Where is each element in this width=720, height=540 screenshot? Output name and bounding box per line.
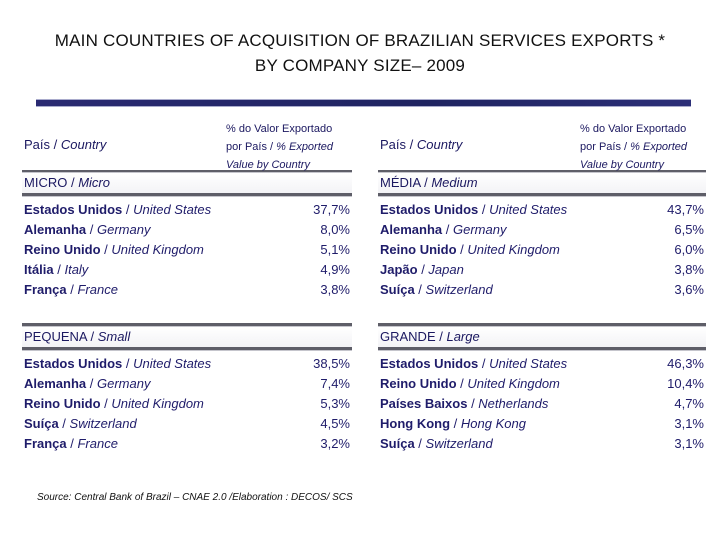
right-table-panel: País / Country % do Valor Exportado por … (378, 120, 706, 454)
left-table-panel: País / Country % do Valor Exportado por … (22, 120, 352, 454)
title-line-1: MAIN COUNTRIES OF ACQUISITION OF BRAZILI… (54, 31, 666, 50)
table-row: Hong Kong / Hong Kong 3,1% (380, 416, 704, 431)
section-header-media: MÉDIA / Medium (378, 173, 706, 193)
table-row: Estados Unidos / United States 43,7% (380, 202, 704, 217)
table-row: Estados Unidos / United States 38,5% (24, 356, 350, 371)
country-header-pt: País (24, 137, 51, 152)
table-row: Itália / Italy 4,9% (24, 262, 350, 277)
country-header-en: Country (416, 137, 463, 152)
country-column-header: País / Country (24, 137, 107, 152)
section-grande: GRANDE / Large Estados Unidos / United S… (378, 327, 706, 454)
table-row: Suíça / Switzerland 3,6% (380, 282, 704, 297)
section-media: MÉDIA / Medium Estados Unidos / United S… (378, 173, 706, 300)
pequena-rows: Estados Unidos / United States 38,5% Alem… (22, 351, 352, 454)
slide-title: MAIN COUNTRIES OF ACQUISITION OF BRAZILI… (0, 28, 720, 78)
country-header-pt: País (380, 137, 407, 152)
table-row: Japão / Japan 3,8% (380, 262, 704, 277)
value-header-line-1: % do Valor Exportado (580, 123, 687, 135)
value-header-line-2: por País / % Exported (580, 141, 688, 153)
section-header-grande: GRANDE / Large (378, 327, 706, 347)
section-separator (378, 323, 706, 327)
table-row: Alemanha / Germany 8,0% (24, 222, 350, 237)
header-separator (22, 170, 352, 173)
table-row: Suíça / Switzerland 4,5% (24, 416, 350, 431)
table-row: França / France 3,2% (24, 436, 350, 451)
table-row: Reino Unido / United Kingdom 5,1% (24, 242, 350, 257)
section-pequena: PEQUENA / Small Estados Unidos / United … (22, 327, 352, 454)
value-header-line-3: Value by Country (580, 159, 664, 171)
media-rows: Estados Unidos / United States 43,7% Alem… (378, 197, 706, 300)
value-header-line-1: % do Valor Exportado (226, 123, 333, 135)
value-header-line-2: por País / % Exported (226, 141, 334, 153)
column-header: País / Country % do Valor Exportado por … (378, 120, 706, 171)
table-row: Alemanha / Germany 7,4% (24, 376, 350, 391)
section-header-micro: MICRO / Micro (22, 173, 352, 193)
table-row: Alemanha / Germany 6,5% (380, 222, 704, 237)
table-row: França / France 3,8% (24, 282, 350, 297)
table-row: Reino Unido / United Kingdom 5,3% (24, 396, 350, 411)
title-divider-bar (36, 99, 691, 107)
section-separator (378, 193, 706, 197)
section-separator (22, 323, 352, 327)
value-header-line-3: Value by Country (226, 159, 310, 171)
header-separator (378, 170, 706, 173)
table-row: Reino Unido / United Kingdom 10,4% (380, 376, 704, 391)
value-column-header: % do Valor Exportado por País / % Export… (580, 120, 704, 174)
country-header-en: Country (60, 137, 107, 152)
title-line-2: BY COMPANY SIZE– 2009 (254, 56, 466, 75)
table-row: Reino Unido / United Kingdom 6,0% (380, 242, 704, 257)
section-separator (378, 347, 706, 351)
micro-rows: Estados Unidos / United States 37,7% Alem… (22, 197, 352, 300)
grande-rows: Estados Unidos / United States 46,3% Rein… (378, 351, 706, 454)
table-row: Estados Unidos / United States 37,7% (24, 202, 350, 217)
section-separator (22, 193, 352, 197)
source-note: Source: Central Bank of Brazil – CNAE 2.… (37, 492, 353, 503)
section-micro: MICRO / Micro Estados Unidos / United St… (22, 173, 352, 300)
column-header: País / Country % do Valor Exportado por … (22, 120, 352, 171)
table-row: Suíça / Switzerland 3,1% (380, 436, 704, 451)
value-column-header: % do Valor Exportado por País / % Export… (226, 120, 350, 174)
section-header-pequena: PEQUENA / Small (22, 327, 352, 347)
country-column-header: País / Country (380, 137, 463, 152)
section-separator (22, 347, 352, 351)
table-row: Países Baixos / Netherlands 4,7% (380, 396, 704, 411)
table-row: Estados Unidos / United States 46,3% (380, 356, 704, 371)
